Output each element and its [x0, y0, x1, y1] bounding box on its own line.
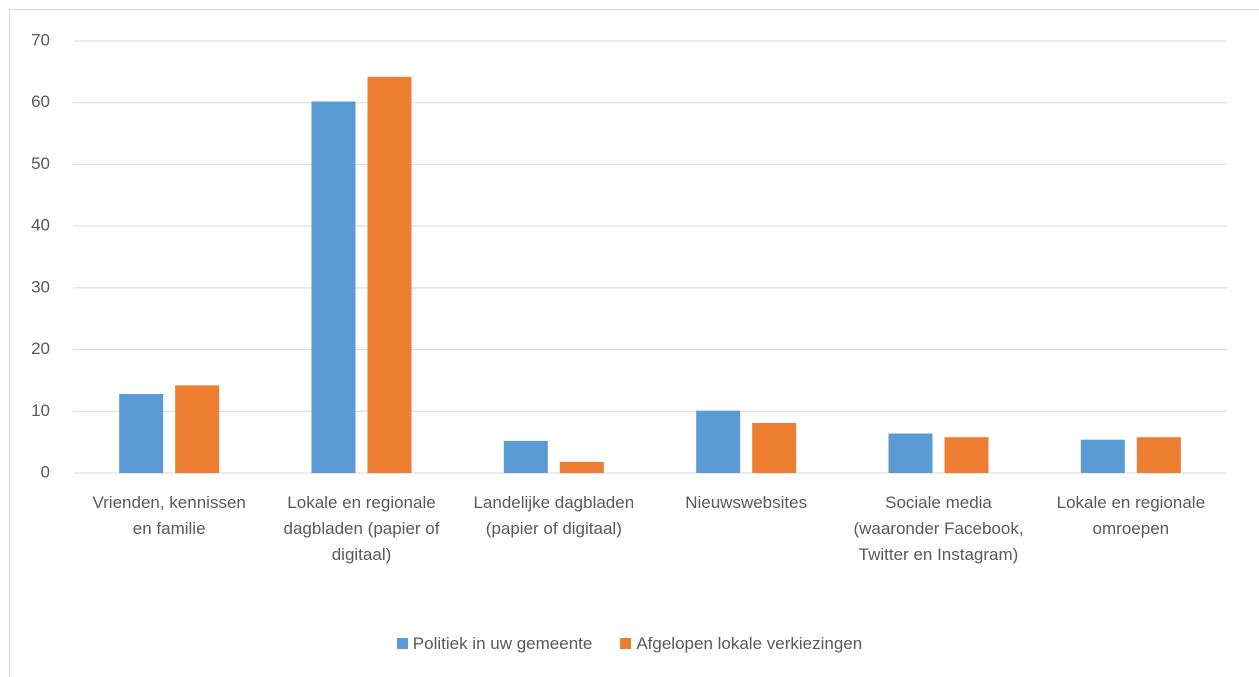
bar	[119, 394, 164, 473]
bar	[752, 423, 797, 473]
bar	[559, 461, 604, 473]
bar	[175, 385, 220, 473]
legend-swatch	[396, 638, 408, 649]
bar	[311, 101, 356, 473]
legend: Politiek in uw gemeente Afgelopen lokale …	[0, 634, 1259, 654]
y-tick-label: 0	[41, 462, 50, 481]
bar	[1080, 439, 1125, 473]
y-tick-label: 60	[31, 92, 50, 111]
y-tick-label: 30	[31, 277, 50, 296]
x-tick-label: Lokale en regionale dagbladen (papier of…	[283, 493, 440, 564]
legend-label: Afgelopen lokale verkiezingen	[636, 634, 863, 653]
legend-item: Afgelopen lokale verkiezingen	[620, 634, 862, 654]
x-tick-label: Vrienden, kennissen en familie	[92, 493, 246, 538]
chart-border	[9, 9, 1259, 677]
legend-label: Politiek in uw gemeente	[412, 634, 593, 653]
y-tick-label: 10	[31, 401, 50, 420]
x-tick-label: Nieuwswebsites	[685, 493, 808, 512]
y-tick-label: 50	[31, 154, 50, 173]
bar	[944, 437, 989, 473]
x-tick-label: Landelijke dagbladen (papier of digitaal…	[473, 493, 635, 538]
bar	[503, 440, 548, 473]
bar	[696, 410, 741, 473]
legend-item: Politiek in uw gemeente	[396, 634, 593, 654]
x-tick-label: Lokale en regionale omroepen	[1056, 493, 1206, 538]
y-tick-label: 40	[31, 216, 50, 235]
bar	[1136, 437, 1181, 473]
x-tick-label: Sociale media (waaronder Facebook, Twitt…	[853, 493, 1024, 564]
bar	[367, 76, 412, 474]
legend-swatch	[620, 638, 632, 649]
y-tick-label: 20	[31, 339, 50, 358]
y-tick-label: 70	[31, 30, 50, 49]
bar	[888, 433, 933, 473]
